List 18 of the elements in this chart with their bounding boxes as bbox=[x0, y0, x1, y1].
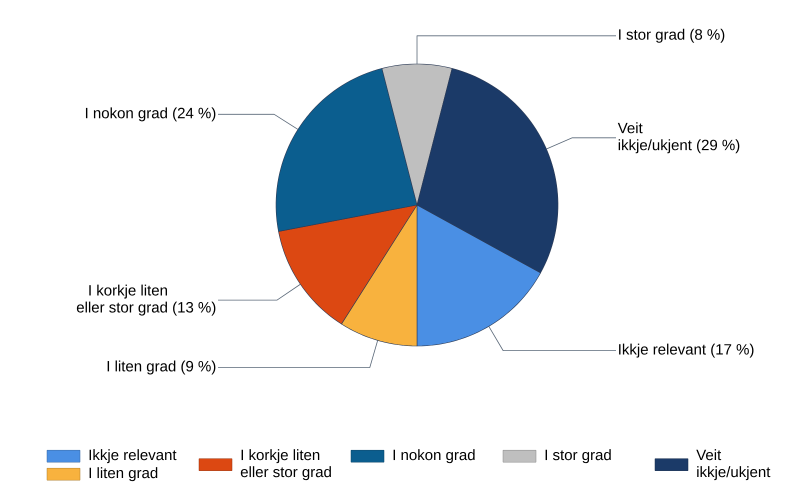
data-label: (8 %) bbox=[690, 28, 724, 43]
legend-label: I stor grad bbox=[546, 449, 611, 464]
legend-label: I liten grad bbox=[90, 467, 158, 482]
slice-label: I nokon grad bbox=[86, 107, 167, 122]
legend-label: Ikkje relevant bbox=[90, 449, 176, 464]
legend-label: I nokon grad bbox=[394, 449, 475, 464]
data-label: (24 %) bbox=[173, 107, 216, 122]
slice-label: Ikkje relevant bbox=[619, 344, 706, 358]
slice-label: I korkje liten eller stor grad bbox=[76, 284, 167, 316]
data-label: (29 %) bbox=[697, 139, 740, 154]
legend-label: I korkje liten eller stor grad bbox=[240, 449, 331, 480]
data-label: (13 %) bbox=[173, 302, 216, 316]
data-label: (17 %) bbox=[711, 344, 754, 358]
slice-label: I liten grad bbox=[108, 360, 176, 374]
slice-label: I stor grad bbox=[619, 28, 684, 43]
data-label: (9 %) bbox=[181, 360, 216, 374]
slice-label: Veit ikkje/ukjent bbox=[618, 122, 692, 154]
legend-label: Veit ikkje/ukjent bbox=[696, 449, 770, 480]
